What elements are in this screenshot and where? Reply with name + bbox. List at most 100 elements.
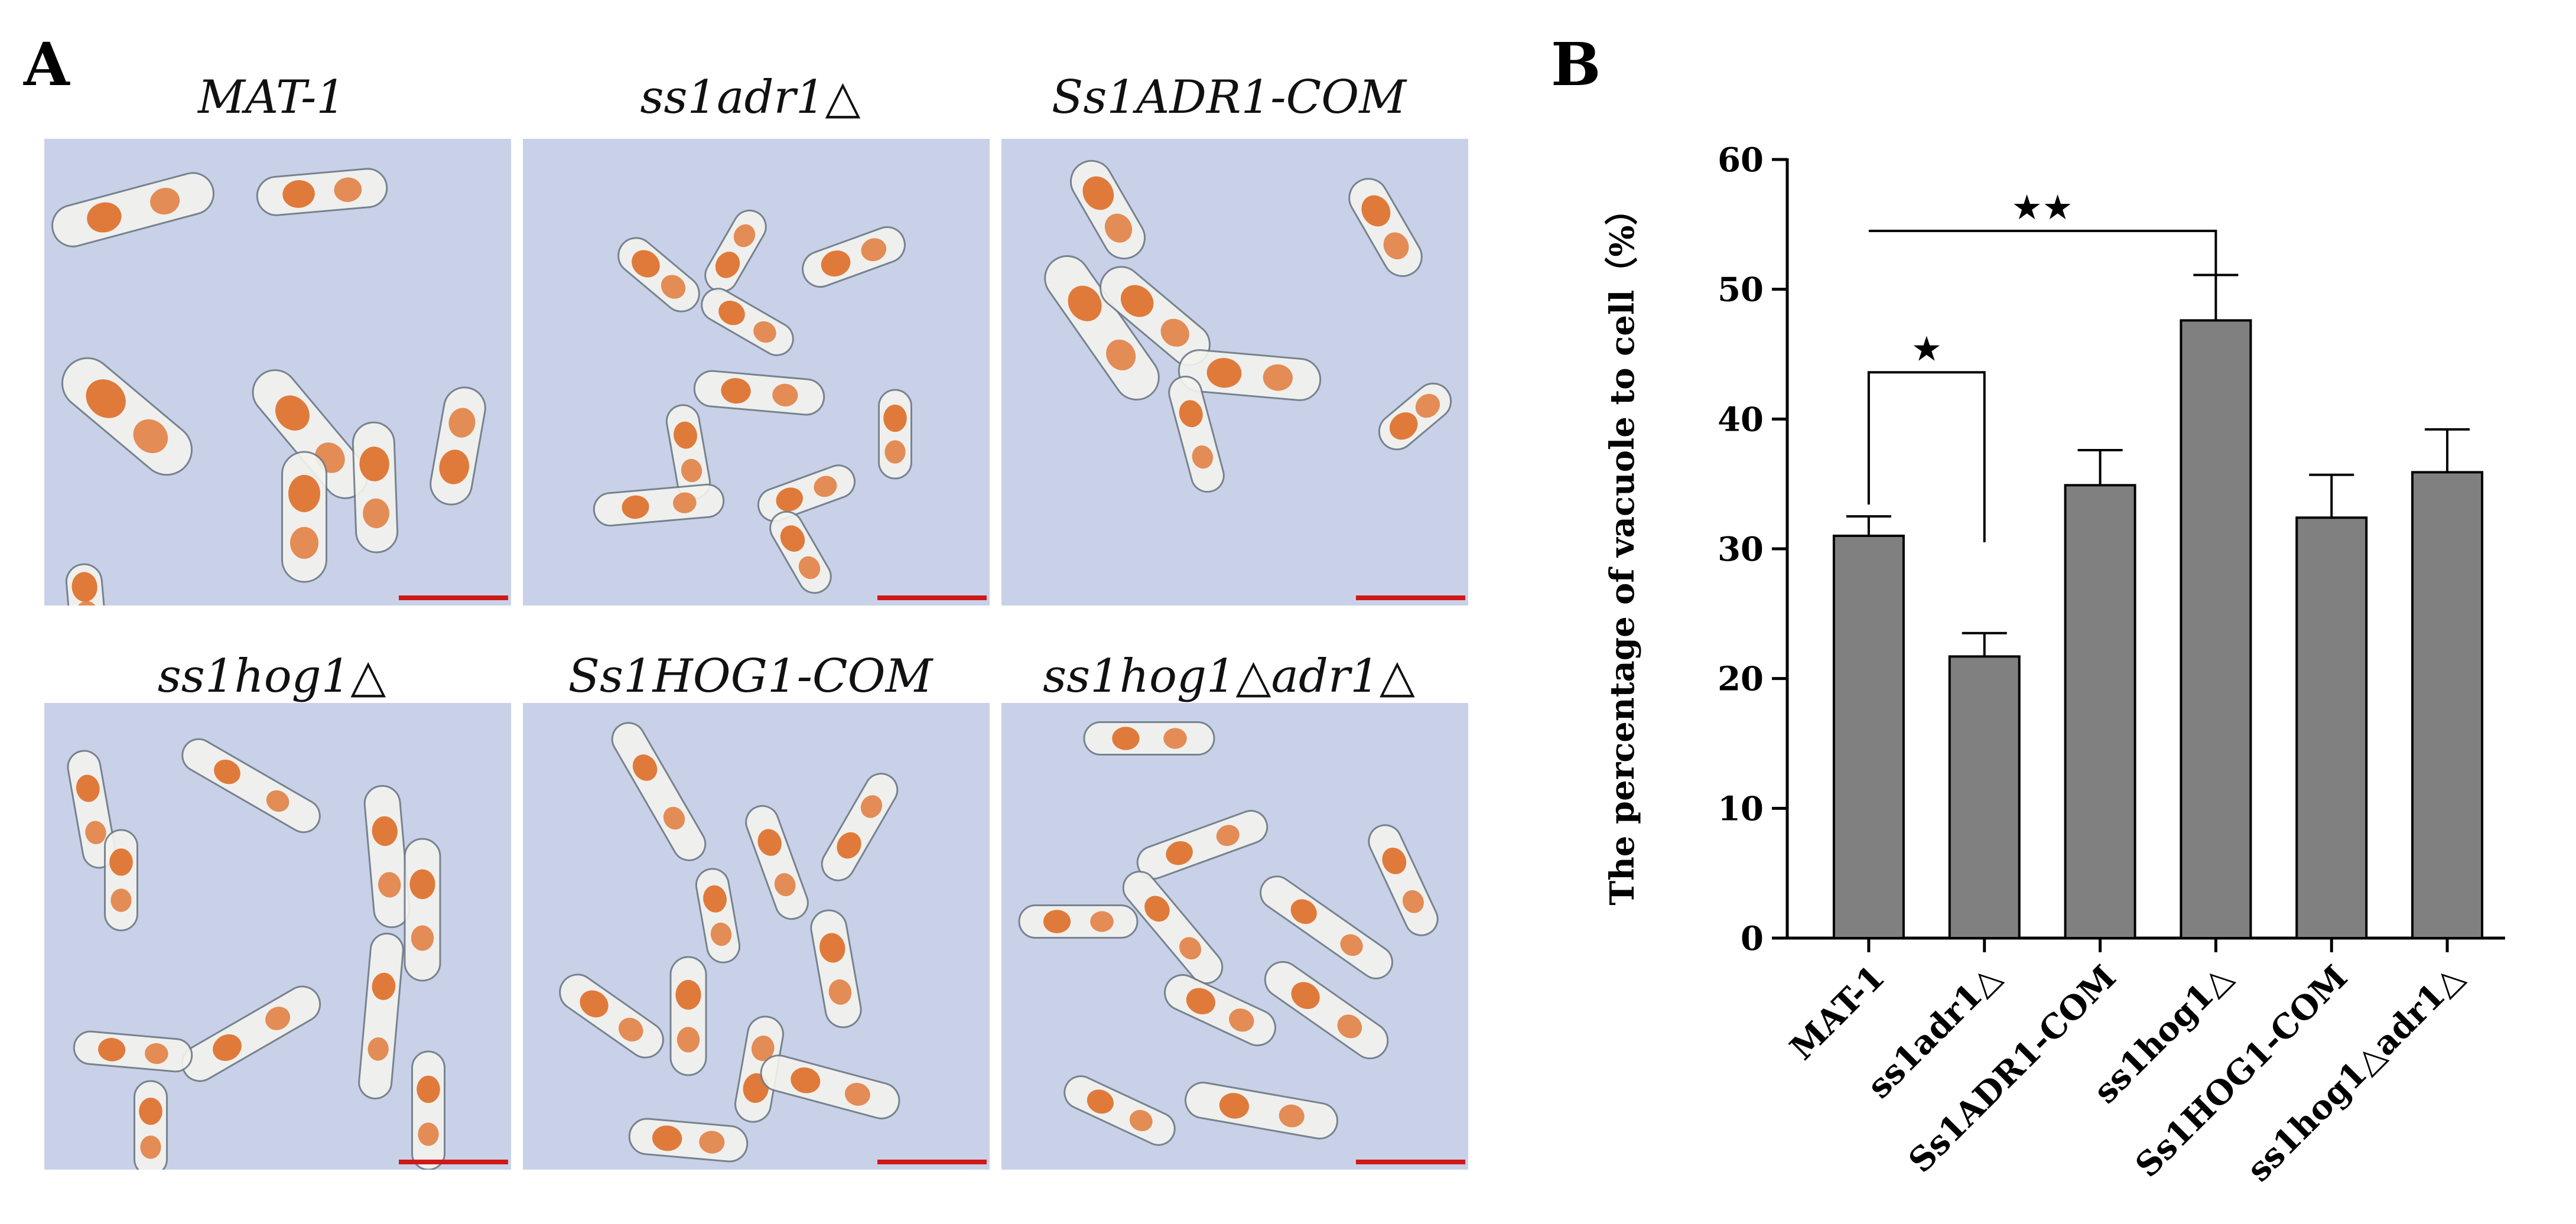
vacuole <box>290 527 318 559</box>
cell <box>617 237 700 312</box>
vacuole <box>87 202 122 233</box>
panel-a-letter: A <box>24 30 70 99</box>
vacuole <box>1192 445 1214 469</box>
vacuole <box>439 450 470 484</box>
cell <box>802 226 906 288</box>
vacuole <box>1290 899 1317 924</box>
cell <box>810 909 862 1028</box>
cell <box>559 974 664 1059</box>
vacuole <box>676 1027 700 1053</box>
cell <box>1368 824 1439 936</box>
cell <box>61 357 193 476</box>
vacuole <box>622 495 649 519</box>
x-tick-label: Ss1ADR1-COM <box>1901 958 2124 1180</box>
vacuole <box>1144 896 1170 922</box>
vacuole <box>71 572 97 602</box>
cell <box>281 451 327 583</box>
cell <box>73 1030 193 1073</box>
x-tick-label: Ss1HOG1-COM <box>2128 958 2355 1185</box>
cell <box>134 1080 168 1170</box>
vacuole <box>1216 825 1240 847</box>
cell <box>1083 721 1215 756</box>
vacuole <box>133 419 168 454</box>
y-tick-label: 30 <box>1718 530 1764 569</box>
scale-bar <box>399 1160 508 1164</box>
vacuole <box>1340 934 1363 956</box>
vacuole <box>98 1038 126 1062</box>
cell <box>65 563 106 606</box>
vacuole <box>85 821 106 845</box>
vacuole <box>819 933 845 963</box>
vacuole <box>275 395 310 431</box>
vacuole <box>632 250 660 278</box>
vacuole <box>109 848 133 876</box>
x-tick-label: MAT-1 <box>1783 958 1892 1067</box>
vacuole <box>1166 841 1193 865</box>
cell <box>701 288 794 356</box>
vacuole <box>780 525 805 552</box>
vacuole <box>1206 358 1242 388</box>
vacuole <box>718 301 745 325</box>
scale-bar <box>1356 595 1465 600</box>
micrograph <box>523 139 990 606</box>
panel-b-letter: B <box>1551 30 1601 99</box>
vacuole <box>282 180 315 208</box>
cell <box>1185 1082 1338 1140</box>
vacuole <box>1106 339 1136 370</box>
vacuole <box>1361 195 1391 227</box>
vacuole <box>721 377 751 404</box>
bar <box>1948 655 2021 940</box>
vacuole <box>367 1037 389 1061</box>
micrograph <box>1001 139 1468 606</box>
cell <box>181 985 321 1082</box>
cell <box>404 838 441 982</box>
vacuole <box>1129 1109 1153 1131</box>
bar <box>2411 471 2484 939</box>
vacuole <box>675 979 701 1010</box>
bar <box>2180 319 2252 939</box>
vacuole <box>1383 232 1409 259</box>
cell <box>611 722 707 861</box>
cell <box>1164 974 1276 1047</box>
cell <box>760 1054 900 1119</box>
vacuole <box>1279 1104 1305 1128</box>
vacuole <box>699 1131 725 1154</box>
image-title: ss1hog1△ <box>157 650 386 703</box>
y-tick-label: 0 <box>1741 919 1764 958</box>
vacuole <box>334 177 362 202</box>
y-tick-label: 60 <box>1718 141 1764 180</box>
vacuole <box>145 1043 168 1065</box>
cell <box>411 1050 445 1170</box>
cell <box>358 932 404 1100</box>
image-title: Ss1ADR1-COM <box>1051 71 1407 124</box>
vacuole <box>86 379 126 418</box>
vacuole <box>1389 412 1418 440</box>
y-tick-label: 10 <box>1718 789 1764 828</box>
vacuole <box>1337 1014 1362 1039</box>
cell <box>878 389 912 480</box>
vacuole <box>673 492 697 513</box>
y-tick-label: 50 <box>1718 271 1764 310</box>
vacuole <box>359 447 389 481</box>
cell <box>1168 375 1225 493</box>
vacuole <box>798 556 821 580</box>
vacuole <box>884 440 906 464</box>
vacuole <box>821 250 851 277</box>
vacuole <box>632 754 658 781</box>
cell <box>669 956 707 1076</box>
vacuole <box>1120 285 1154 317</box>
y-axis-label: The percentage of vacuole to cell（%） <box>1603 192 1642 905</box>
vacuole <box>751 1036 775 1062</box>
vacuole <box>1163 728 1187 749</box>
vacuole <box>76 774 100 802</box>
micrograph <box>44 139 511 606</box>
cell <box>695 868 741 963</box>
vacuole <box>861 238 887 262</box>
cell <box>628 1118 749 1163</box>
vacuole <box>814 476 837 497</box>
vacuole <box>1104 213 1133 243</box>
cell <box>745 805 809 920</box>
bar <box>2064 484 2136 939</box>
vacuole <box>1068 285 1102 321</box>
cell <box>1063 1075 1176 1146</box>
